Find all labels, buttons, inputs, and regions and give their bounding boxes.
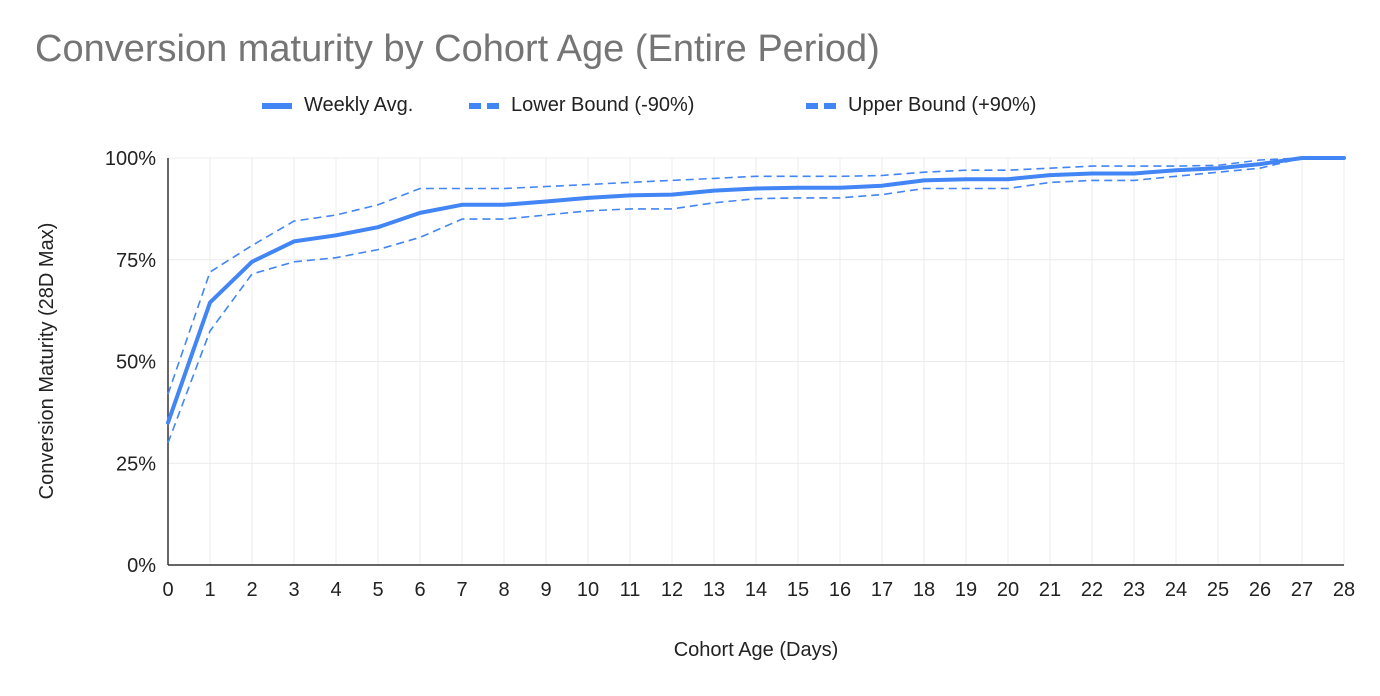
legend-item-lower-bound[interactable]: Lower Bound (-90%) — [469, 94, 694, 117]
x-tick-label: 17 — [871, 579, 893, 601]
series-line-2 — [167, 157, 1344, 395]
x-tick-label: 6 — [414, 579, 425, 601]
legend-item-weekly-avg[interactable]: Weekly Avg. — [262, 94, 413, 117]
tick-labels: 0 1 2 3 4 5 6 7 8 9 10 11 12 13 14 15 16 17 18 19 20 21 22 23 24… — [105, 148, 1355, 601]
y-axis-title: Conversion Maturity (28D Max) — [36, 223, 58, 500]
series-line-1 — [167, 157, 1344, 444]
legend-swatch-solid — [262, 102, 292, 109]
x-tick-label: 19 — [955, 579, 977, 601]
x-tick-label: 3 — [288, 579, 299, 601]
x-tick-label: 22 — [1081, 579, 1103, 601]
x-tick-label: 10 — [577, 579, 599, 601]
x-tick-label: 1 — [204, 579, 215, 601]
y-tick-label: 50% — [116, 352, 156, 374]
y-tick-label: 0% — [127, 555, 156, 577]
series-line-0 — [166, 156, 1346, 425]
x-tick-label: 27 — [1291, 579, 1313, 601]
x-tick-label: 14 — [745, 579, 767, 601]
legend-label: Lower Bound (-90%) — [511, 94, 695, 116]
legend-swatch-dashed — [469, 102, 499, 109]
x-axis-title: Cohort Age (Days) — [674, 639, 839, 661]
x-tick-label: 28 — [1333, 579, 1355, 601]
y-tick-label: 100% — [105, 148, 156, 170]
x-tick-label: 9 — [540, 579, 551, 601]
x-tick-label: 0 — [162, 579, 173, 601]
x-tick-label: 2 — [246, 579, 257, 601]
legend-swatch-dashed — [806, 102, 836, 109]
x-tick-label: 16 — [829, 579, 851, 601]
legend-label: Weekly Avg. — [304, 94, 414, 116]
x-tick-label: 20 — [997, 579, 1019, 601]
x-tick-label: 18 — [913, 579, 935, 601]
x-tick-label: 7 — [456, 579, 467, 601]
legend-label: Upper Bound (+90%) — [848, 94, 1037, 116]
gridlines — [168, 157, 1345, 565]
x-tick-label: 4 — [330, 579, 341, 601]
axes — [167, 158, 1344, 566]
x-tick-label: 11 — [620, 579, 641, 601]
x-tick-label: 23 — [1123, 579, 1145, 601]
x-tick-label: 25 — [1207, 579, 1229, 601]
x-tick-label: 5 — [372, 579, 383, 601]
x-tick-label: 21 — [1039, 579, 1061, 601]
x-tick-label: 13 — [703, 579, 725, 601]
x-tick-label: 8 — [498, 579, 509, 601]
y-tick-label: 75% — [116, 250, 156, 272]
legend-item-upper-bound[interactable]: Upper Bound (+90%) — [806, 94, 1036, 117]
x-tick-label: 15 — [787, 579, 809, 601]
series-lines — [166, 156, 1346, 444]
x-tick-label: 26 — [1249, 579, 1271, 601]
chart-title: Conversion maturity by Cohort Age (Entir… — [35, 28, 880, 70]
x-tick-label: 24 — [1165, 579, 1187, 601]
x-tick-label: 12 — [661, 579, 683, 601]
y-tick-label: 25% — [116, 453, 156, 475]
